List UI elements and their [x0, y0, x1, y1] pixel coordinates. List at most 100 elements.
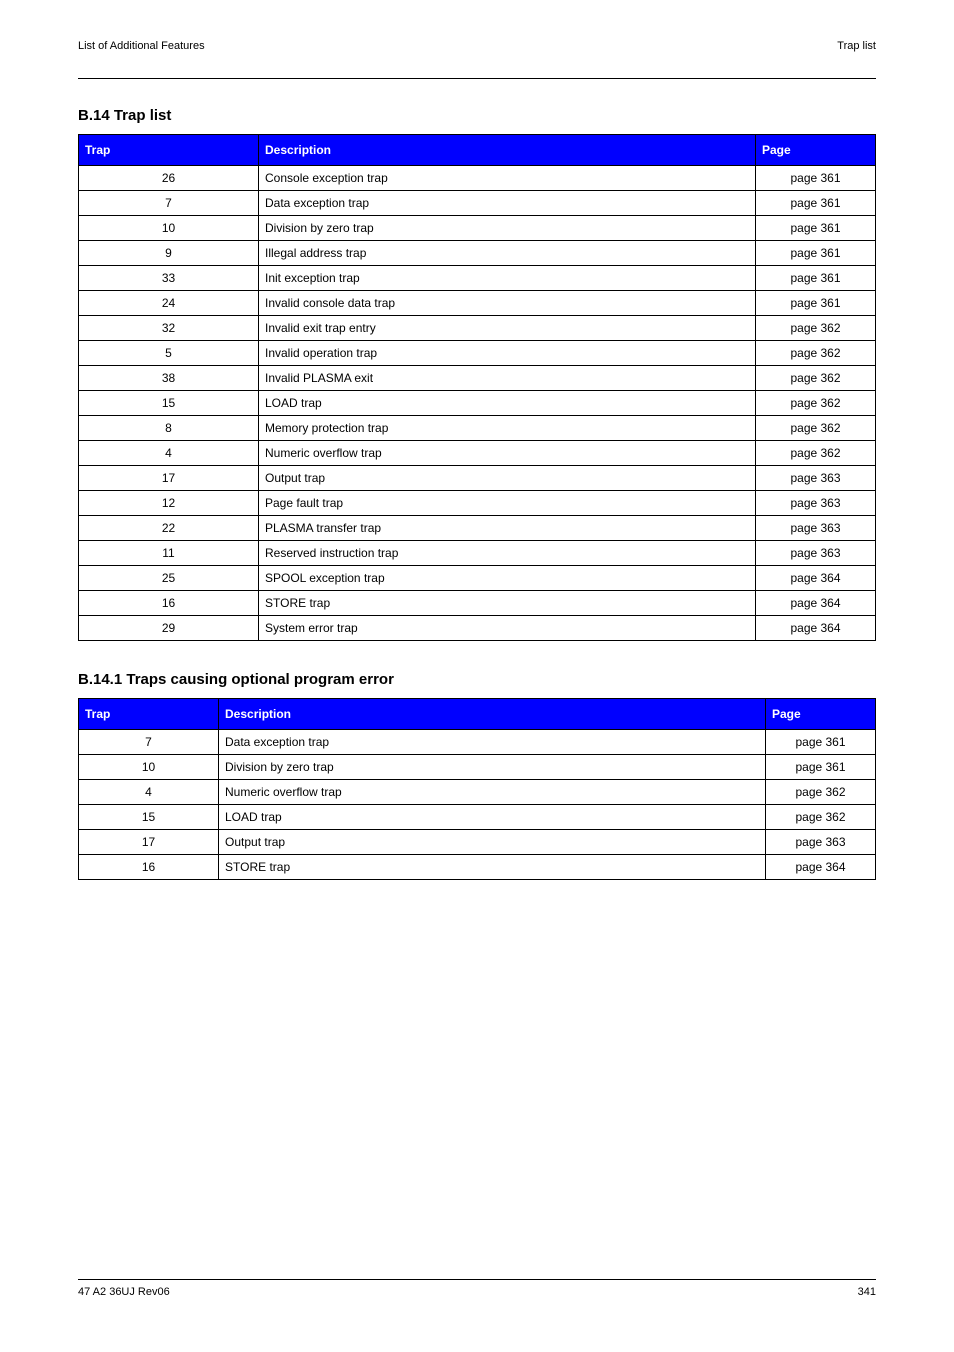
cell-page-ref: page 361 [766, 755, 876, 780]
cell-trap-number: 7 [79, 730, 219, 755]
cell-description: Numeric overflow trap [219, 780, 766, 805]
header-rule [78, 78, 876, 79]
col-header-desc: Description [259, 135, 756, 166]
cell-description: Console exception trap [259, 166, 756, 191]
cell-description: Output trap [259, 466, 756, 491]
cell-trap-number: 10 [79, 216, 259, 241]
cell-trap-number: 15 [79, 805, 219, 830]
cell-trap-number: 17 [79, 830, 219, 855]
cell-page-ref: page 361 [756, 216, 876, 241]
cell-description: SPOOL exception trap [259, 566, 756, 591]
table-row: 17Output trappage 363 [79, 466, 876, 491]
cell-page-ref: page 361 [766, 730, 876, 755]
cell-trap-number: 25 [79, 566, 259, 591]
header-left: List of Additional Features [78, 40, 205, 52]
table-row: 11Reserved instruction trappage 363 [79, 541, 876, 566]
table-header-row: Trap Description Page [79, 135, 876, 166]
cell-description: Division by zero trap [259, 216, 756, 241]
cell-page-ref: page 361 [756, 191, 876, 216]
cell-description: Invalid console data trap [259, 291, 756, 316]
cell-trap-number: 4 [79, 780, 219, 805]
col-header-trap: Trap [79, 135, 259, 166]
cell-description: Numeric overflow trap [259, 441, 756, 466]
table-row: 16STORE trappage 364 [79, 855, 876, 880]
cell-page-ref: page 363 [756, 541, 876, 566]
cell-description: Page fault trap [259, 491, 756, 516]
cell-trap-number: 5 [79, 341, 259, 366]
cell-trap-number: 26 [79, 166, 259, 191]
cell-description: PLASMA transfer trap [259, 516, 756, 541]
table-row: 29System error trappage 364 [79, 616, 876, 641]
cell-trap-number: 7 [79, 191, 259, 216]
cell-page-ref: page 363 [756, 516, 876, 541]
table-row: 17Output trappage 363 [79, 830, 876, 855]
cell-description: System error trap [259, 616, 756, 641]
optional-error-table: Trap Description Page 7Data exception tr… [78, 698, 876, 880]
header-right: Trap list [837, 40, 876, 52]
cell-description: Data exception trap [219, 730, 766, 755]
cell-page-ref: page 362 [766, 805, 876, 830]
cell-description: Reserved instruction trap [259, 541, 756, 566]
cell-trap-number: 11 [79, 541, 259, 566]
cell-description: STORE trap [219, 855, 766, 880]
cell-page-ref: page 362 [756, 416, 876, 441]
table-row: 12Page fault trappage 363 [79, 491, 876, 516]
cell-page-ref: page 364 [756, 566, 876, 591]
footer-left: 47 A2 36UJ Rev06 [78, 1286, 170, 1298]
table-row: 38Invalid PLASMA exitpage 362 [79, 366, 876, 391]
footer-right: 341 [858, 1286, 876, 1298]
col-header-trap: Trap [79, 699, 219, 730]
cell-description: Data exception trap [259, 191, 756, 216]
cell-page-ref: page 361 [756, 166, 876, 191]
table-row: 8Memory protection trappage 362 [79, 416, 876, 441]
cell-description: Init exception trap [259, 266, 756, 291]
cell-page-ref: page 363 [756, 491, 876, 516]
cell-page-ref: page 364 [766, 855, 876, 880]
table-row: 10Division by zero trappage 361 [79, 216, 876, 241]
cell-page-ref: page 362 [756, 391, 876, 416]
section-title-trap-list: B.14 Trap list [78, 107, 876, 124]
cell-description: Memory protection trap [259, 416, 756, 441]
cell-page-ref: page 363 [766, 830, 876, 855]
table-header-row: Trap Description Page [79, 699, 876, 730]
table-row: 32Invalid exit trap entrypage 362 [79, 316, 876, 341]
cell-trap-number: 38 [79, 366, 259, 391]
cell-page-ref: page 364 [756, 591, 876, 616]
cell-page-ref: page 361 [756, 241, 876, 266]
table-row: 10Division by zero trappage 361 [79, 755, 876, 780]
cell-description: Output trap [219, 830, 766, 855]
cell-description: Division by zero trap [219, 755, 766, 780]
cell-trap-number: 16 [79, 591, 259, 616]
table-row: 9Illegal address trappage 361 [79, 241, 876, 266]
cell-trap-number: 10 [79, 755, 219, 780]
cell-trap-number: 29 [79, 616, 259, 641]
table-row: 15LOAD trappage 362 [79, 805, 876, 830]
table-row: 16STORE trappage 364 [79, 591, 876, 616]
cell-description: LOAD trap [219, 805, 766, 830]
cell-trap-number: 17 [79, 466, 259, 491]
cell-page-ref: page 363 [756, 466, 876, 491]
cell-trap-number: 33 [79, 266, 259, 291]
table-row: 24Invalid console data trappage 361 [79, 291, 876, 316]
cell-trap-number: 16 [79, 855, 219, 880]
cell-trap-number: 4 [79, 441, 259, 466]
cell-trap-number: 24 [79, 291, 259, 316]
cell-description: Invalid operation trap [259, 341, 756, 366]
cell-page-ref: page 362 [756, 341, 876, 366]
table-row: 15LOAD trappage 362 [79, 391, 876, 416]
col-header-page: Page [756, 135, 876, 166]
table-row: 25SPOOL exception trappage 364 [79, 566, 876, 591]
table-row: 7Data exception trappage 361 [79, 730, 876, 755]
cell-description: STORE trap [259, 591, 756, 616]
cell-description: Illegal address trap [259, 241, 756, 266]
cell-description: LOAD trap [259, 391, 756, 416]
cell-trap-number: 12 [79, 491, 259, 516]
cell-trap-number: 32 [79, 316, 259, 341]
table-row: 33Init exception trappage 361 [79, 266, 876, 291]
table-row: 4Numeric overflow trappage 362 [79, 780, 876, 805]
table-row: 5Invalid operation trappage 362 [79, 341, 876, 366]
cell-page-ref: page 362 [756, 441, 876, 466]
cell-trap-number: 9 [79, 241, 259, 266]
cell-trap-number: 15 [79, 391, 259, 416]
section-title-optional-error: B.14.1 Traps causing optional program er… [78, 671, 876, 688]
